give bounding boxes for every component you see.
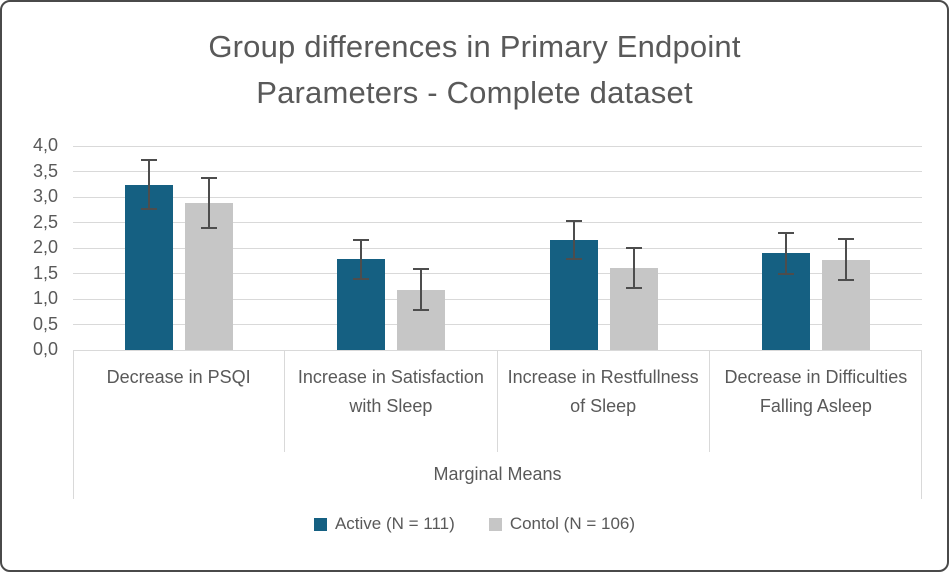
x-axis-line [73, 350, 922, 351]
legend-swatch-control [488, 517, 502, 531]
y-axis-tick-label: 2,0 [32, 237, 58, 257]
error-bar-line [632, 248, 635, 288]
error-bar-line [784, 232, 787, 274]
error-bar-cap-top [625, 247, 642, 249]
y-axis-tick-label: 2,5 [32, 211, 58, 232]
error-bar-cap-bottom [353, 277, 370, 280]
error-bar-cap-bottom [837, 279, 854, 282]
gridline [73, 171, 922, 172]
error-bar-cap-top [141, 159, 158, 162]
gridline [73, 247, 922, 249]
error-bar-cap-top [777, 231, 794, 234]
y-axis-tick-label: 1,0 [32, 288, 58, 308]
chart-title-line2: Parameters - Complete dataset [256, 75, 693, 110]
legend-label-active: Active (N = 111) [334, 514, 455, 533]
y-axis-tick-label: 1,5 [32, 262, 58, 283]
gridline [73, 222, 922, 223]
gridline [73, 145, 922, 147]
error-bar-line [844, 239, 847, 281]
error-bar-cap-bottom [625, 286, 642, 289]
y-axis-tick-label: 3,5 [32, 160, 58, 181]
x-axis-category-label: Increase in Restfullness of Sleep [498, 351, 710, 452]
axis-title-marginal-means: Marginal Means [433, 464, 562, 484]
error-bar-cap-top [565, 220, 582, 223]
legend-item-control: Contol (N = 106) [488, 514, 636, 534]
gridline [73, 324, 922, 325]
error-bar-cap-top [413, 268, 430, 271]
legend: Active (N = 111) Contol (N = 106) [2, 514, 947, 534]
y-axis-tick-label: 3,0 [32, 186, 58, 206]
error-bar-cap-bottom [201, 227, 218, 230]
gridline [73, 298, 922, 300]
error-bar-cap-bottom [413, 309, 430, 312]
chart-title-line1: Group differences in Primary Endpoint [208, 29, 741, 64]
gridline [73, 196, 922, 198]
gridline [73, 273, 922, 274]
error-bar-line [420, 269, 423, 311]
axis-outer-line-left [73, 350, 74, 499]
y-axis-tick-label: 0,0 [32, 339, 58, 359]
error-bar-line [360, 239, 363, 279]
error-bar-cap-bottom [141, 208, 158, 211]
error-bar-cap-top [353, 238, 370, 241]
error-bar-line [148, 160, 151, 210]
chart-title: Group differences in Primary Endpoint Pa… [2, 24, 947, 116]
error-bar-cap-bottom [565, 258, 582, 261]
y-axis-tick-label: 0,5 [32, 313, 58, 334]
axis-outer-line-right [921, 350, 922, 499]
x-axis-category-label: Increase in Satisfaction with Sleep [285, 351, 498, 452]
error-bar-cap-bottom [777, 272, 794, 275]
error-bar-cap-top [837, 238, 854, 241]
x-axis-category-label: Decrease in PSQI [73, 351, 286, 452]
error-bar-line [572, 221, 575, 260]
bar-active [125, 184, 174, 350]
legend-swatch-active [313, 517, 327, 531]
error-bar-cap-top [201, 177, 218, 180]
legend-item-active: Active (N = 111) [313, 514, 455, 534]
error-bar-line [208, 178, 211, 229]
legend-label-control: Contol (N = 106) [509, 514, 636, 533]
x-axis-category-label: Decrease in Difficulties Falling Asleep [724, 367, 908, 416]
y-axis-tick-label: 4,0 [32, 135, 58, 155]
